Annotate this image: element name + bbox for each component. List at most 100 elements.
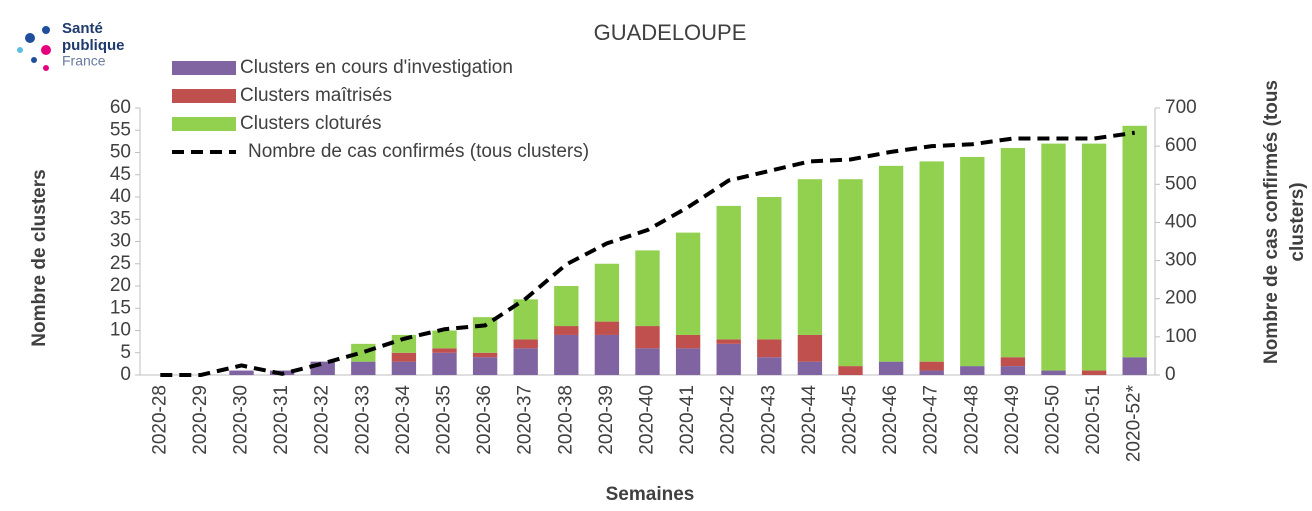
y-tick-label: 25 [110,253,131,274]
bar-segment [919,361,944,371]
bar-segment [1041,370,1066,375]
bar-segment [432,352,457,375]
x-tick-label: 2020-35 [434,385,455,455]
x-tick-label: 2020-33 [352,385,373,455]
y2-tick-label: 700 [1165,97,1197,118]
bar-segment [838,366,863,375]
x-tick-label: 2020-45 [840,385,861,455]
x-tick-label: 2020-44 [799,385,820,455]
legend-swatch [172,89,236,103]
bar-segment [757,357,782,375]
chart-title: GUADELOUPE [594,20,747,45]
x-tick-label: 2020-43 [758,385,779,455]
bar-segment [838,179,863,367]
bar-segment [797,179,823,335]
bar-segment [1000,366,1026,375]
bar-segment [1081,370,1107,375]
x-tick-label: 2020-49 [1002,385,1023,455]
bar-segment [472,317,498,353]
bar-segment [1041,143,1066,371]
bar-segment [1122,357,1147,375]
bar-segment [432,348,457,353]
y2-tick-label: 300 [1165,250,1197,271]
bar-segment [1122,125,1147,358]
y2-tick-label: 100 [1165,326,1197,347]
x-tick-label: 2020-46 [880,385,901,455]
bar-segment [1000,357,1026,367]
y-tick-label: 5 [120,342,131,363]
bar-segment [554,326,579,335]
x-tick-label: 2020-47 [921,385,942,455]
bar-segment [391,334,417,353]
legend-swatch [172,61,236,75]
line-series [160,130,1135,377]
bar-segment [635,348,660,375]
x-tick-label: 2020-40 [637,385,658,455]
y-tick-label: 60 [110,97,131,118]
bar-segment [432,330,457,349]
x-tick-label: 2020-34 [393,385,414,455]
y-tick-label: 50 [110,142,131,163]
legend-swatch [172,117,236,131]
legend-label: Clusters maîtrisés [240,85,392,106]
bar-segment [391,352,417,362]
bar-segment [594,334,620,375]
bar-segment [472,357,498,375]
y-tick-label: 20 [110,275,131,296]
bar-segment [1000,148,1026,358]
bar-segment [472,352,498,358]
bar-segment [554,286,579,327]
x-tick-label: 2020-52* [1124,384,1145,462]
x-tick-label: 2020-31 [271,385,292,455]
y2-tick-label: 400 [1165,211,1197,232]
x-tick-label: 2020-37 [515,385,536,455]
y-tick-label: 15 [110,297,131,318]
y2-axis-title: clusters) [1287,182,1308,261]
bar-segment [960,366,985,375]
bar-segment [797,361,823,375]
y-tick-label: 35 [110,208,131,229]
bar-segment [919,161,944,362]
legend-label: Clusters cloturés [240,113,382,134]
x-tick-label: 2020-36 [474,385,495,455]
bar-segment [351,361,376,375]
y-tick-label: 45 [110,164,131,185]
x-tick-label: 2020-30 [231,385,252,455]
y-tick-label: 30 [110,231,131,252]
y-tick-label: 10 [110,320,131,341]
x-tick-label: 2020-41 [677,385,698,455]
bar-segment [1081,143,1107,371]
y-axis-title: Nombre de clusters [29,169,50,346]
bar-segment [716,339,741,344]
bar-segment [797,334,823,362]
bar-segment [513,348,538,375]
x-tick-label: 2020-38 [555,385,576,455]
logo-text: publique [62,37,125,54]
bar-segment [513,339,538,349]
y2-tick-label: 200 [1165,288,1197,309]
bar-segment [554,334,579,375]
bar-segment [675,334,701,349]
x-tick-label: 2020-48 [961,385,982,455]
legend-label: Clusters en cours d'investigation [240,57,513,78]
y-tick-label: 40 [110,186,131,207]
x-tick-label: 2020-42 [718,385,739,455]
logo-text: Santé [62,20,103,37]
bar-segment [594,321,620,335]
bar-segment [635,250,660,327]
bar-segment [757,197,782,340]
logo: Santé publique France [17,20,125,71]
bar-segment [391,361,417,375]
bar-segment [635,326,660,349]
bar-segment [716,343,741,375]
x-tick-label: 2020-32 [312,385,333,455]
y2-tick-label: 0 [1165,364,1176,385]
bar-segment [594,263,620,322]
y-tick-label: 55 [110,119,131,140]
bar-segment [960,156,985,367]
bar-segment [716,205,741,340]
bar-segment [757,339,782,358]
bar-segment [878,361,904,375]
logo-text: France [62,53,106,69]
